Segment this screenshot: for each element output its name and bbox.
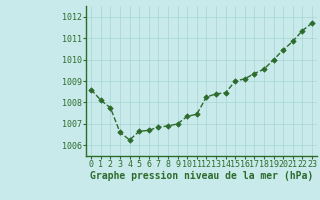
X-axis label: Graphe pression niveau de la mer (hPa): Graphe pression niveau de la mer (hPa) <box>90 171 313 181</box>
